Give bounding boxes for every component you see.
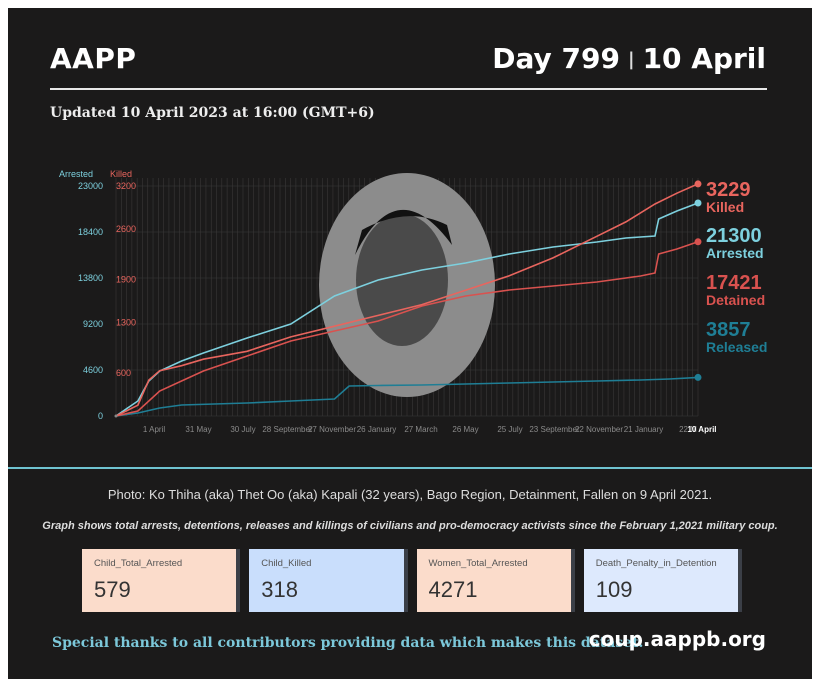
left-tick-label: 4600 xyxy=(83,365,103,375)
series-line-released xyxy=(115,376,699,417)
left-tick-label: 18400 xyxy=(78,227,103,237)
stat-card-death-penalty-in-detention: Death_Penalty_in_Detention 109 xyxy=(583,549,742,612)
origin-marker xyxy=(114,414,118,418)
day-counter: Day 799 | 10 April xyxy=(492,42,766,75)
left-tick-label: 23000 xyxy=(78,181,103,191)
x-tick-label: 23 September xyxy=(529,425,580,434)
photo-caption: Photo: Ko Thiha (aka) Thet Oo (aka) Kapa… xyxy=(107,487,713,502)
right-axis-label: Killed xyxy=(110,169,132,179)
x-tick-label: 27 November xyxy=(308,425,356,434)
series-end-marker-detained xyxy=(694,238,702,246)
stat-card-child-killed: Child_Killed 318 xyxy=(249,549,408,612)
series-end-marker-killed xyxy=(694,180,702,188)
stats-row: Child_Total_Arrested 579 Child_Killed 318 Wo… xyxy=(82,549,742,612)
x-tick-label: 26 January xyxy=(357,425,397,434)
portrait-photo xyxy=(319,173,495,397)
line-chart: Arrested Killed 0 4600 9200 13800 18400 23000 60… xyxy=(59,169,767,434)
stat-label: Child_Killed xyxy=(261,558,312,569)
series-name-label-killed: Killed xyxy=(706,199,744,215)
series-value-label-arrested: 21300 xyxy=(706,225,762,247)
series-value-label-detained: 17421 xyxy=(706,272,762,294)
stat-value: 318 xyxy=(261,577,298,602)
right-tick-label: 2600 xyxy=(116,224,136,234)
stat-label: Women_Total_Arrested xyxy=(428,558,528,569)
website-link[interactable]: coup.aappb.org xyxy=(588,627,766,651)
x-tick-label: 28 September xyxy=(262,425,313,434)
photo-hair-shape xyxy=(355,209,452,255)
stat-card-women-total-arrested: Women_Total_Arrested 4271 xyxy=(416,549,575,612)
left-tick-label: 0 xyxy=(98,411,103,421)
left-tick-label: 13800 xyxy=(78,273,103,283)
right-tick-label: 3200 xyxy=(116,181,136,191)
series-name-label-released: Released xyxy=(706,339,767,355)
x-tick-label: 10 April xyxy=(687,425,716,434)
right-tick-label: 1900 xyxy=(116,274,136,284)
series-end-marker-released xyxy=(694,373,702,381)
series-value-label-killed: 3229 xyxy=(706,179,751,201)
series-end-marker-arrested xyxy=(694,199,702,207)
day-separator: | xyxy=(627,49,635,70)
x-tick-label: 25 July xyxy=(497,425,522,434)
x-tick-label: 31 May xyxy=(185,425,211,434)
right-tick-label: 1300 xyxy=(116,318,136,328)
infographic-panel: AAPP Day 799 | 10 April Updated 10 April 2… xyxy=(8,8,812,679)
series-name-label-arrested: Arrested xyxy=(706,245,764,261)
left-axis-label: Arrested xyxy=(59,169,93,179)
stat-value: 109 xyxy=(595,577,633,602)
x-tick-label: 22 M xyxy=(679,425,697,434)
header-divider xyxy=(50,88,767,90)
graph-note: Graph shows total arrests, detentions, r… xyxy=(42,520,778,532)
x-tick-label: 22 November xyxy=(575,425,623,434)
left-tick-label: 9200 xyxy=(83,319,103,329)
series-name-label-detained: Detained xyxy=(706,292,765,308)
right-tick-label: 600 xyxy=(116,368,131,378)
series-line-detained xyxy=(115,241,699,417)
x-tick-label: 1 April xyxy=(143,425,165,434)
stat-label: Child_Total_Arrested xyxy=(94,558,183,569)
series-value-label-released: 3857 xyxy=(706,319,751,341)
date-label: 10 April xyxy=(642,42,766,75)
stat-value: 4271 xyxy=(428,577,478,602)
stat-card-child-total-arrested: Child_Total_Arrested 579 xyxy=(82,549,241,612)
photo-face-shape xyxy=(356,214,448,346)
series-line-killed xyxy=(115,183,699,417)
org-name: AAPP xyxy=(50,42,137,75)
x-tick-label: 26 May xyxy=(452,425,478,434)
x-tick-label: 30 July xyxy=(230,425,255,434)
thanks-note: Special thanks to all contributors provi… xyxy=(52,635,644,651)
x-tick-label: 21 January xyxy=(624,425,664,434)
day-label: Day 799 xyxy=(492,42,620,75)
section-divider xyxy=(8,467,812,469)
stat-label: Death_Penalty_in_Detention xyxy=(595,558,717,569)
x-tick-label: 27 March xyxy=(404,425,437,434)
updated-timestamp: Updated 10 April 2023 at 16:00 (GMT+6) xyxy=(50,105,375,121)
stat-value: 579 xyxy=(94,577,131,602)
